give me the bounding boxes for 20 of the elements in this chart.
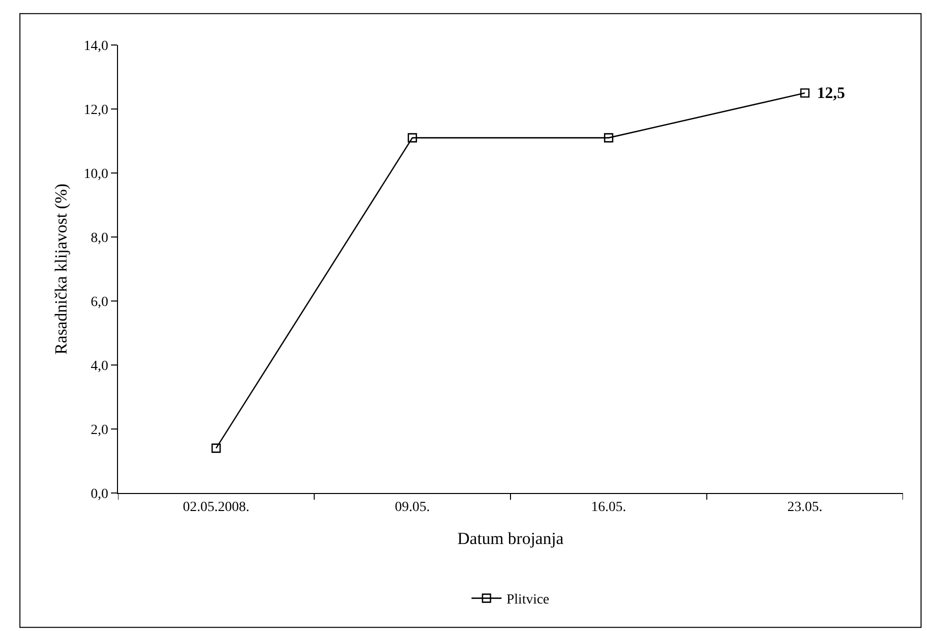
annotation: 12,5 bbox=[817, 85, 845, 102]
point bbox=[800, 88, 810, 98]
y-tick-label: 12,0 bbox=[84, 102, 108, 118]
y-tick-label: 2,0 bbox=[90, 422, 108, 438]
y-tick-label: 4,0 bbox=[90, 358, 108, 374]
point bbox=[408, 133, 418, 142]
y-tick-label: 10,0 bbox=[84, 166, 108, 182]
x-tick-label: 16.05. bbox=[591, 500, 626, 515]
x-tick-label: 02.05.2008. bbox=[182, 500, 250, 515]
x-axis-title: Datum brojanja bbox=[457, 529, 564, 548]
point bbox=[211, 444, 221, 453]
x-tick-label: 09.05. bbox=[394, 500, 430, 515]
y-tick-label: 0,0 bbox=[90, 486, 108, 502]
y-tick-label: 14,0 bbox=[84, 38, 108, 54]
y-tick-label: 8,0 bbox=[90, 230, 108, 246]
legend-label: Plitvice bbox=[506, 592, 550, 608]
x-tick-label: 23.05. bbox=[787, 500, 822, 515]
y-axis-title: Rasadnička klijavost (%) bbox=[51, 184, 70, 354]
y-tick-label: 6,0 bbox=[90, 294, 108, 310]
point bbox=[604, 133, 614, 142]
